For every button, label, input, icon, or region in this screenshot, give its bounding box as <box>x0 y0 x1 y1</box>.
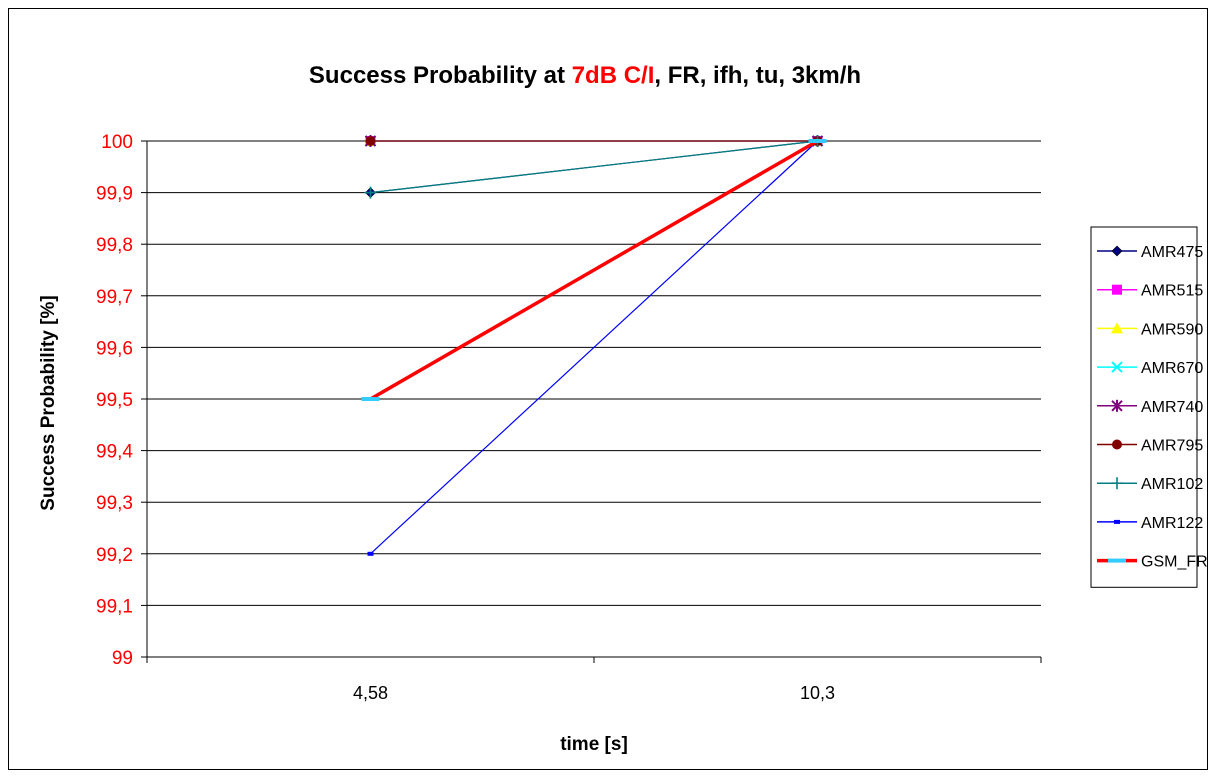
y-tick-label: 99,9 <box>96 184 133 205</box>
y-tick-label: 99,5 <box>96 390 133 411</box>
legend-item: AMR670 <box>1097 360 1203 377</box>
legend-item: AMR122 <box>1097 515 1203 532</box>
marker-x <box>1111 361 1123 373</box>
legend-box <box>1090 226 1198 588</box>
series-amr795 <box>365 136 823 146</box>
legend: AMR475 AMR515 AMR590 AMR670 AMR740 AMR795 AMR1… <box>1090 226 1208 588</box>
legend-item: AMR590 <box>1097 321 1203 338</box>
chart-title: Success Probability at 7dB C/I, FR, ifh,… <box>309 62 861 89</box>
y-tick-label: 99 <box>112 648 133 669</box>
marker-star <box>1111 399 1123 412</box>
legend-label: AMR740 <box>1141 399 1203 416</box>
legend-label: AMR122 <box>1141 515 1203 532</box>
marker-circle <box>1112 439 1122 450</box>
marker-plus <box>1111 477 1123 490</box>
y-tick-label: 99,7 <box>96 287 133 308</box>
legend-label: AMR590 <box>1141 321 1203 338</box>
y-axis-title: Success Probability [%] <box>38 295 59 510</box>
y-tick-label: 99,6 <box>96 338 133 359</box>
marker-square <box>1112 284 1122 295</box>
legend-item: AMR795 <box>1097 438 1203 455</box>
chart-area: Success Probability at 7dB C/I, FR, ifh,… <box>8 8 1208 770</box>
legend-label: AMR475 <box>1141 244 1203 261</box>
x-axis-ticks: 4,58 10,3 <box>353 683 835 703</box>
y-tick-label: 99,2 <box>96 545 133 566</box>
line-chart: Success Probability at 7dB C/I, FR, ifh,… <box>38 62 1208 755</box>
legend-label: AMR670 <box>1141 360 1203 377</box>
y-tick-label: 99,3 <box>96 493 133 514</box>
marker-plus <box>364 186 377 199</box>
marker-circle <box>365 136 376 146</box>
chart-title-part: Success Probability at <box>309 62 572 89</box>
y-tick-label: 100 <box>101 132 133 153</box>
legend-item: AMR475 <box>1097 244 1203 261</box>
y-tick-label: 99,4 <box>96 442 133 463</box>
series-group <box>361 135 827 556</box>
marker-x-stroke <box>1111 361 1123 373</box>
y-tick-label: 99,1 <box>96 596 133 617</box>
legend-item: GSM_FR <box>1097 554 1208 571</box>
marker-bar <box>361 397 380 401</box>
legend-label: GSM_FR <box>1141 554 1208 571</box>
series-gsm-fr <box>361 139 827 401</box>
marker-dash <box>367 551 374 556</box>
chart-title-part: 7dB C/I <box>572 62 655 89</box>
legend-item: AMR515 <box>1097 283 1203 300</box>
marker-bar <box>808 139 827 143</box>
legend-item: AMR740 <box>1097 399 1203 416</box>
series-line <box>370 140 818 555</box>
marker-dash <box>1114 519 1120 524</box>
marker-triangle <box>1111 322 1123 334</box>
legend-label: AMR515 <box>1141 283 1203 300</box>
x-tick-label: 4,58 <box>353 683 388 703</box>
legend-label: AMR795 <box>1141 438 1203 455</box>
series-line <box>370 140 818 194</box>
x-tick-label: 10,3 <box>800 683 835 703</box>
chart-title-part: , FR, ifh, tu, 3km/h <box>654 62 861 89</box>
y-tick-label: 99,8 <box>96 235 133 256</box>
legend-item: AMR102 <box>1097 476 1203 493</box>
marker-bar <box>1108 558 1126 563</box>
series-line <box>369 139 819 401</box>
legend-label: AMR102 <box>1141 476 1203 493</box>
marker-diamond <box>1111 245 1123 257</box>
y-axis-ticks: 99 99,1 99,2 99,3 99,4 99,5 99,6 99,7 99,8 99,9 10… <box>96 132 133 669</box>
axes <box>141 140 1042 663</box>
x-axis-title: time [s] <box>560 734 628 755</box>
